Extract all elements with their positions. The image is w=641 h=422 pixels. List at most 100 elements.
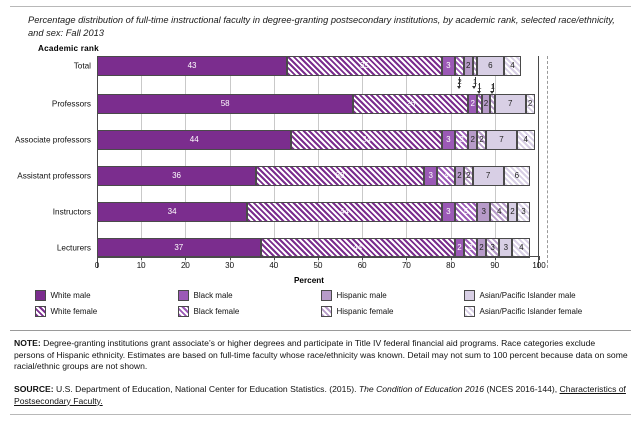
bar-segment-hisp_male: 2 (463, 56, 473, 76)
stacked-bar: 34 44 3 5 3 4 2 3 (97, 202, 539, 222)
bar-row-label: Total (73, 61, 91, 71)
bar-segment-black_female: 5 (455, 202, 478, 222)
gridline (318, 56, 319, 268)
source-publication-title: The Condition of Education 2016 (358, 384, 485, 394)
chart-legend: White male Black male Hispanic male Asian/P… (0, 290, 641, 322)
x-axis-tick (539, 256, 540, 260)
chart-area: Academic rank Total 43 35 3 2 6 4 Professors 58 2… (0, 44, 641, 272)
x-axis-tick (450, 256, 452, 260)
bar-row: Associate professors 44 34 3 3 2 2 7 4 (15, 130, 539, 150)
bar-segment-value: 3 (490, 243, 495, 252)
bar-segment-value: 6 (514, 171, 520, 180)
bar-segment-hisp_female: 3 (485, 238, 500, 258)
bar-segment-value: 2 (479, 135, 484, 144)
callout-arrowhead (490, 91, 495, 94)
bar-segment-value: 34 (167, 207, 177, 216)
y-axis-caption: Academic rank (38, 44, 99, 53)
legend-item-hispanic-male[interactable]: Hispanic male (320, 290, 464, 301)
legend-item-asian-pacific-islander-female[interactable]: Asian/Pacific Islander female (463, 306, 607, 317)
bar-segment-value: 4 (519, 243, 524, 252)
plot-right-border (538, 56, 539, 268)
bar-segment-api_female: 6 (503, 166, 531, 186)
bar-segment-api_female: 3 (516, 202, 531, 222)
bar-segment-black_female (455, 56, 464, 76)
bar-segment-value: 2 (457, 243, 462, 252)
bar-segment-api_male: 6 (477, 56, 504, 76)
source-label: SOURCE: (14, 384, 54, 394)
bar-segment-value: 3 (468, 243, 473, 252)
bar-segment-black_male: 3 (441, 56, 455, 76)
x-axis-tick-label: 40 (269, 261, 279, 270)
source-link[interactable]: Characteristics of Postsecondary Faculty… (14, 384, 626, 406)
legend-item-white-male[interactable]: White male (34, 290, 178, 301)
plot-outer-dashed-line (547, 56, 548, 268)
x-axis-tick (273, 256, 275, 260)
gridline (406, 56, 408, 268)
bar-segment-white_male: 44 (97, 130, 292, 150)
bar-segment-value: 6 (488, 61, 493, 70)
bar-segment-api_female: 4 (503, 56, 522, 76)
bar-segment-value: 3 (521, 207, 526, 216)
bar-segment-value: 35 (359, 61, 369, 70)
x-axis-label-text: Percent (293, 276, 325, 285)
x-axis-tick-label: 90 (490, 261, 500, 270)
x-axis-label: Percent (0, 276, 641, 285)
x-axis-tick-label: 100 (532, 261, 546, 270)
legend-label: Hispanic female (336, 307, 394, 316)
bar-segment-value: 2 (527, 99, 533, 108)
x-axis-tick (97, 256, 98, 260)
bar-segment-white_male: 43 (97, 56, 288, 76)
bar-segment-value: 2 (470, 135, 475, 144)
x-axis-tick-label: 50 (313, 261, 323, 270)
bar-segment-hisp_female: 2 (477, 130, 486, 150)
bar-segment-value: 36 (172, 171, 181, 180)
bar-segment-api_male: 7 (485, 130, 517, 150)
footer-divider (10, 330, 631, 331)
bar-segment-white_male: 36 (97, 166, 257, 186)
bar-segment-black_female: 3 (463, 238, 478, 258)
bar-row-label: Associate professors (15, 135, 91, 145)
bar-row: Lecturers 37 44 2 3 2 3 3 4 (57, 238, 539, 258)
bar-segment-hisp_male: 2 (481, 94, 491, 114)
x-axis-tick (185, 256, 187, 260)
legend-item-black-female[interactable]: Black female (177, 306, 321, 317)
callout-leader-line (479, 83, 481, 92)
bar-segment-black_male: 2 (455, 238, 464, 258)
legend-item-asian-pacific-islander-male[interactable]: Asian/Pacific Islander male (463, 290, 607, 301)
legend-label: Asian/Pacific Islander male (479, 291, 576, 300)
stacked-bar: 43 35 3 2 6 4 (97, 56, 539, 76)
bar-segment-white_male: 37 (97, 238, 261, 258)
x-axis-tick-label: 20 (180, 261, 190, 270)
stacked-bar: 36 38 3 4 2 2 7 6 (97, 166, 539, 186)
bar-segment-value: 3 (459, 135, 464, 144)
bar-segment-api_female: 2 (525, 94, 535, 114)
legend-row: White female Black female Hispanic female A… (0, 306, 641, 317)
bar-segment-value: 3 (446, 135, 451, 144)
bar-segment-white_female: 35 (287, 56, 442, 76)
x-axis-tick (229, 256, 231, 260)
bar-segment-value: 44 (340, 207, 349, 216)
bar-row: Total 43 35 3 2 6 4 (74, 56, 539, 76)
bar-segment-value: 4 (443, 171, 449, 180)
bar-segment-hisp_female: 4 (490, 202, 509, 222)
note-text: Degree-granting institutions grant assoc… (14, 338, 628, 372)
legend-swatch-icon (320, 290, 332, 301)
bar-segment-value: 4 (523, 135, 528, 144)
bar-segment-api_female: 4 (512, 238, 531, 258)
stacked-bar: 58 26 2 2 7 2 (97, 94, 539, 114)
x-axis-tick-label: 0 (94, 261, 100, 270)
legend-label: White female (50, 307, 98, 316)
bar-segment-value: 38 (335, 171, 345, 180)
bar-segment-value: 2 (457, 171, 462, 180)
bar-segment-api_female: 4 (516, 130, 535, 150)
legend-item-black-male[interactable]: Black male (177, 290, 321, 301)
callout-leader-line (459, 77, 461, 86)
bar-segment-value: 2 (470, 99, 475, 108)
legend-item-hispanic-female[interactable]: Hispanic female (320, 306, 464, 317)
stacked-bar: 44 34 3 3 2 2 7 4 (97, 130, 539, 150)
legend-row: White male Black male Hispanic male Asian/P… (0, 290, 641, 301)
source-text-part1: U.S. Department of Education, National C… (53, 384, 359, 394)
bar-segment-hisp_female: 2 (463, 166, 473, 186)
legend-item-white-female[interactable]: White female (34, 306, 178, 317)
bar-segment-black_female: 4 (437, 166, 455, 186)
